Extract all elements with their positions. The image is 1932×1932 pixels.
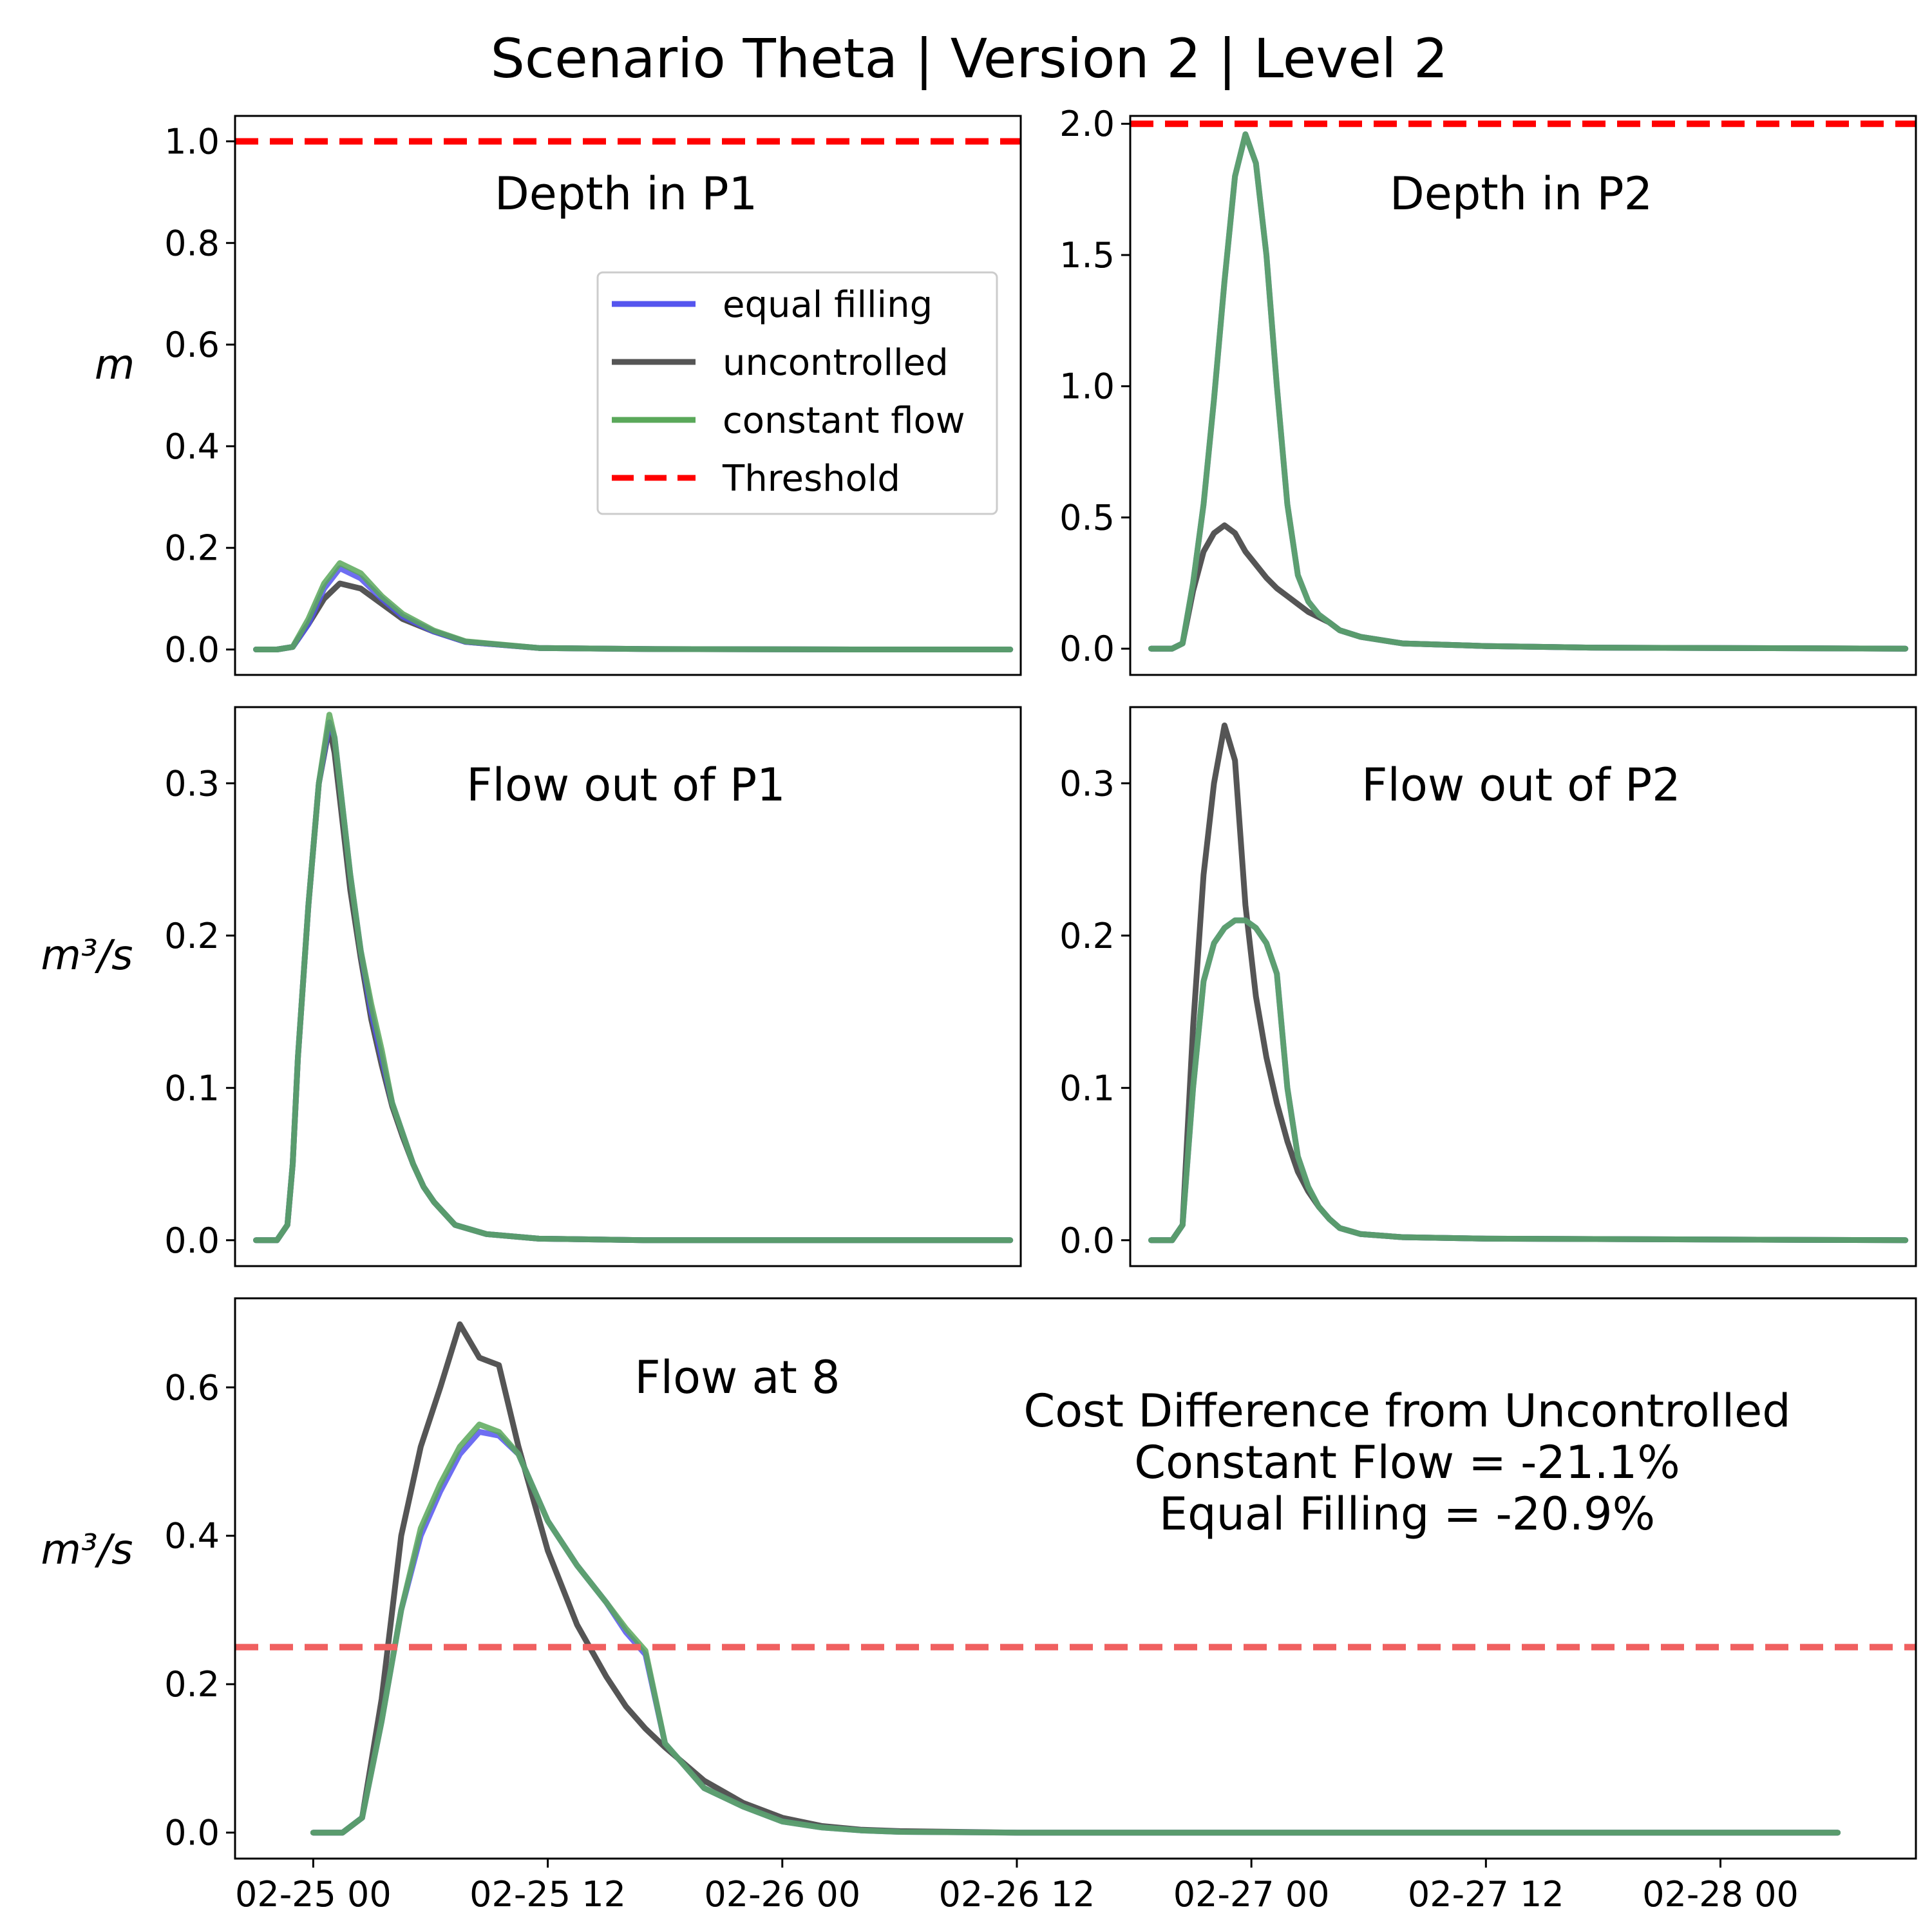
axes-frame	[234, 1297, 1917, 1860]
figure-title: Scenario Theta | Version 2 | Level 2	[491, 27, 1448, 90]
legend: equal filling uncontrolled constant flow…	[596, 271, 998, 515]
y-tick-label: 2.0	[1059, 104, 1115, 144]
cost-annotation: Cost Difference from Uncontrolled Consta…	[1023, 1385, 1790, 1540]
legend-entry: constant flow	[612, 400, 965, 442]
panel-title: Depth in P1	[495, 167, 757, 220]
panel-title: Flow at 8	[634, 1351, 840, 1404]
y-tick-label: 0.2	[164, 916, 220, 956]
y-axis-label: m³/s	[41, 932, 133, 980]
legend-entry: equal filling	[612, 284, 933, 326]
y-tick-label: 0.0	[164, 1220, 220, 1261]
y-tick-label: 1.0	[164, 121, 220, 162]
panel-flow-at-8: Flow at 8 m³/s Cost Difference from Unco…	[41, 1297, 1917, 1860]
panel-flow-out-p1: Flow out of P1 m³/s 0.0 0.1 0.2 0.3	[41, 706, 1022, 1267]
y-tick-label: 0.5	[1059, 497, 1115, 538]
series-line-constant-flow	[253, 560, 1014, 652]
x-tick-label: 02-28 00	[1642, 1874, 1799, 1915]
x-tick-label: 02-27 12	[1408, 1874, 1564, 1915]
legend-frame	[596, 271, 998, 515]
plot-area	[1130, 120, 1916, 652]
y-tick-label: 0.0	[1059, 629, 1115, 669]
x-tick-label: 02-26 12	[939, 1874, 1095, 1915]
panel-depth-p1: Depth in P1 m 0.0 0.2 0.4 0.6 0.8 1.0	[95, 115, 1022, 676]
y-tick-label: 0.1	[1059, 1068, 1115, 1108]
x-tick-label: 02-25 00	[235, 1874, 392, 1915]
legend-entry: uncontrolled	[612, 342, 949, 384]
plot-area	[253, 712, 1014, 1244]
axes-frame	[234, 706, 1022, 1267]
x-axis: 02-25 00 02-25 12 02-26 00 02-26 12 02-27 00…	[235, 1859, 1799, 1915]
y-tick-label: 0.1	[164, 1068, 220, 1108]
y-axis-label: m³/s	[41, 1526, 133, 1574]
legend-label: constant flow	[723, 400, 965, 442]
plot-area	[1148, 722, 1909, 1244]
y-tick-label: 0.2	[1059, 916, 1115, 956]
plot-area	[235, 1321, 1916, 1836]
y-tick-label: 0.3	[164, 763, 220, 804]
y-tick-label: 1.0	[1059, 366, 1115, 407]
legend-label: uncontrolled	[723, 342, 949, 384]
x-tick-label: 02-26 00	[704, 1874, 860, 1915]
series-line-constant-flow	[310, 1421, 1841, 1836]
axes-frame	[1129, 115, 1917, 676]
y-tick-label: 1.5	[1059, 235, 1115, 276]
y-tick-label: 0.3	[1059, 763, 1115, 804]
panel-title: Depth in P2	[1390, 167, 1653, 220]
y-tick-label: 0.8	[164, 223, 220, 263]
panel-depth-p2: Depth in P2 0.0 0.5 1.0 1.5 2.0	[1059, 104, 1917, 676]
x-tick-label: 02-25 12	[469, 1874, 626, 1915]
annotation-line-3: Equal Filling = -20.9%	[1159, 1488, 1655, 1540]
plot-area	[235, 138, 1021, 652]
annotation-line-2: Constant Flow = -21.1%	[1134, 1436, 1680, 1489]
series-line-constant-flow	[253, 712, 1014, 1244]
series-line-constant-flow	[1148, 131, 1909, 652]
axes-frame	[234, 115, 1022, 676]
x-tick-label: 02-27 00	[1173, 1874, 1330, 1915]
y-axis-label: m	[95, 341, 135, 389]
legend-label: equal filling	[723, 284, 933, 326]
y-tick-label: 0.0	[164, 630, 220, 670]
y-tick-label: 0.2	[164, 1664, 220, 1705]
panel-title: Flow out of P1	[466, 759, 785, 811]
legend-label: Threshold	[722, 458, 900, 500]
legend-entry: Threshold	[612, 458, 900, 500]
y-tick-label: 0.4	[164, 426, 220, 467]
y-tick-label: 0.4	[164, 1516, 220, 1557]
panel-title: Flow out of P2	[1361, 759, 1680, 811]
annotation-line-1: Cost Difference from Uncontrolled	[1023, 1385, 1790, 1437]
y-tick-label: 0.6	[164, 1367, 220, 1408]
y-tick-label: 0.2	[164, 528, 220, 569]
y-tick-label: 0.0	[1059, 1220, 1115, 1261]
series-line-constant-flow	[1148, 917, 1909, 1244]
panel-flow-out-p2: Flow out of P2 0.0 0.1 0.2 0.3	[1059, 706, 1917, 1267]
y-tick-label: 0.0	[164, 1813, 220, 1853]
axes-frame	[1129, 706, 1917, 1267]
y-tick-label: 0.6	[164, 325, 220, 365]
